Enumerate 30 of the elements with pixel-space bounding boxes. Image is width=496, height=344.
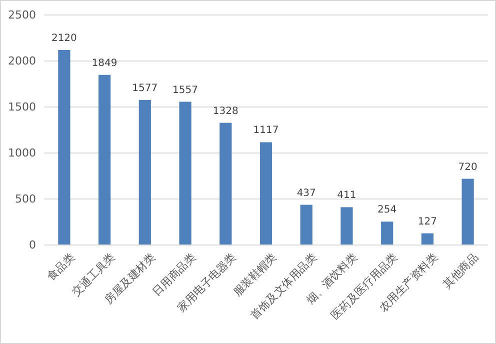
data-label: 1117 — [253, 125, 279, 136]
data-label: 1557 — [172, 84, 198, 96]
y-tick-label: 2500 — [8, 8, 36, 22]
data-label: 2120 — [51, 32, 77, 44]
bar — [381, 222, 394, 245]
data-label: 437 — [296, 188, 316, 199]
y-tick-label: 0 — [29, 238, 36, 252]
y-tick-label: 1500 — [8, 100, 36, 114]
data-label: 411 — [337, 190, 356, 202]
bar — [98, 74, 111, 245]
bar — [138, 100, 151, 245]
bar — [340, 207, 353, 245]
bar — [260, 142, 272, 245]
data-label: 1849 — [92, 58, 118, 69]
data-label: 254 — [378, 204, 397, 216]
bar — [58, 50, 70, 245]
data-label: 127 — [418, 216, 437, 228]
bar — [220, 122, 232, 245]
x-tick-label: 其他商品 — [440, 250, 481, 292]
y-tick-label: 2000 — [8, 54, 36, 68]
bar — [179, 102, 192, 245]
data-label: 1328 — [212, 106, 238, 117]
y-tick-label: 1000 — [8, 146, 36, 160]
data-label: 1577 — [132, 82, 158, 94]
y-tick-label: 500 — [15, 192, 36, 206]
x-tick-label: 食品类 — [44, 250, 78, 284]
data-label: 720 — [458, 162, 478, 173]
bar — [300, 204, 312, 245]
bar — [462, 178, 474, 245]
bar — [421, 233, 434, 245]
